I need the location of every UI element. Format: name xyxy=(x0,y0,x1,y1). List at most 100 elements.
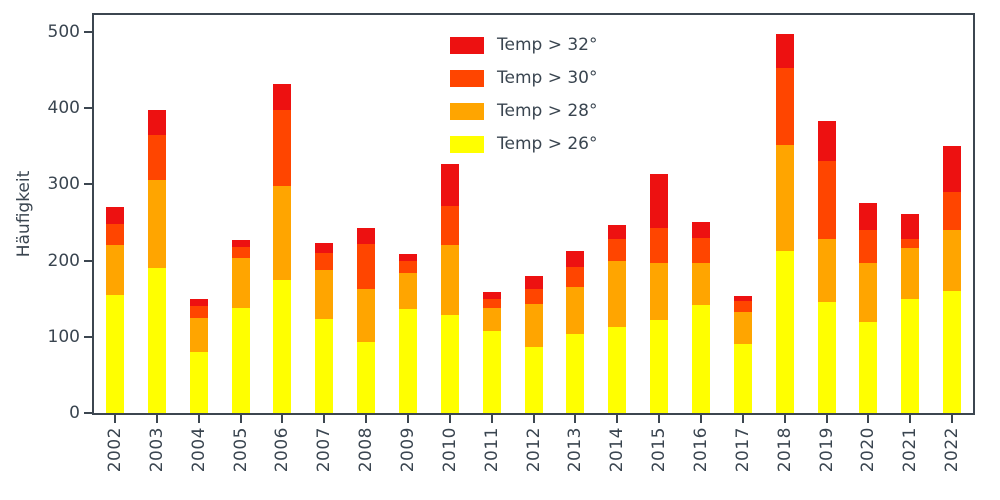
bar-2006 xyxy=(273,83,292,413)
x-tick-label-2008: 2008 xyxy=(356,427,377,473)
x-tick-label-2020: 2020 xyxy=(858,427,879,473)
x-tick-mark xyxy=(699,415,702,423)
bar-segment xyxy=(524,275,543,289)
x-tick-mark xyxy=(616,415,619,423)
legend-label: Temp > 32° xyxy=(497,35,598,55)
y-tick-mark xyxy=(84,107,92,110)
x-tick-label-2017: 2017 xyxy=(732,427,753,473)
bar-segment xyxy=(147,268,166,413)
bar-segment xyxy=(524,346,543,413)
x-tick-mark xyxy=(574,415,577,423)
bar-segment xyxy=(273,185,292,280)
bar-segment xyxy=(566,334,585,413)
bar-2018 xyxy=(775,34,794,413)
bar-segment xyxy=(817,239,836,303)
bar-segment xyxy=(901,247,920,299)
x-tick-mark xyxy=(783,415,786,423)
y-tick-label: 500 xyxy=(47,21,80,42)
y-tick-mark xyxy=(84,412,92,414)
bar-segment xyxy=(315,319,334,413)
bar-2019 xyxy=(817,121,836,413)
bar-2022 xyxy=(943,146,962,413)
bar-segment xyxy=(482,331,501,413)
x-tick-label-2013: 2013 xyxy=(565,427,586,473)
bar-segment xyxy=(650,319,669,413)
x-tick-label-2003: 2003 xyxy=(146,427,167,473)
bar-segment xyxy=(943,291,962,413)
bar-2009 xyxy=(398,254,417,413)
x-tick-mark xyxy=(323,415,326,423)
legend-label: Temp > 28° xyxy=(497,101,598,121)
bar-segment xyxy=(231,307,250,413)
bar-segment xyxy=(943,146,962,192)
bar-segment xyxy=(189,306,208,318)
bar-segment xyxy=(440,245,459,316)
bar-segment xyxy=(482,307,501,332)
bar-segment xyxy=(943,191,962,231)
plot-area: Temp > 32° Temp > 30° Temp > 28° Temp > 26°… xyxy=(48,13,975,472)
bar-segment xyxy=(524,303,543,347)
legend-item: Temp > 28° xyxy=(450,101,598,121)
bar-2020 xyxy=(859,203,878,413)
x-tick-mark xyxy=(909,415,912,423)
x-tick-mark xyxy=(951,415,954,423)
bar-segment xyxy=(817,161,836,240)
bar-segment xyxy=(859,203,878,231)
x-tick-mark xyxy=(658,415,661,423)
bar-segment xyxy=(440,315,459,413)
bar-segment xyxy=(482,291,501,299)
legend-label: Temp > 30° xyxy=(497,68,598,88)
bar-segment xyxy=(608,224,627,240)
bar-segment xyxy=(524,288,543,304)
bar-segment xyxy=(733,295,752,301)
x-tick-label-2009: 2009 xyxy=(397,427,418,473)
bar-segment xyxy=(189,317,208,353)
bar-2004 xyxy=(189,298,208,413)
x-tick-label-2012: 2012 xyxy=(523,427,544,473)
x-tick-mark xyxy=(825,415,828,423)
bar-segment xyxy=(357,288,376,343)
x-tick-mark xyxy=(239,415,242,423)
bar-2013 xyxy=(566,251,585,413)
x-tick-mark xyxy=(113,415,116,423)
bar-2015 xyxy=(650,173,669,413)
bar-segment xyxy=(691,262,710,305)
bar-segment xyxy=(650,262,669,320)
bar-segment xyxy=(440,164,459,206)
bar-segment xyxy=(105,223,124,246)
bar-2002 xyxy=(105,207,124,413)
x-tick-label-2006: 2006 xyxy=(272,427,293,473)
y-tick-mark xyxy=(84,335,92,338)
legend: Temp > 32° Temp > 30° Temp > 28° Temp > 26° xyxy=(442,29,606,160)
bar-segment xyxy=(566,287,585,335)
bar-segment xyxy=(650,173,669,228)
bar-segment xyxy=(315,243,334,253)
x-tick-mark xyxy=(741,415,744,423)
x-tick-mark xyxy=(867,415,870,423)
bar-segment xyxy=(733,311,752,344)
x-tick-mark xyxy=(281,415,284,423)
bar-segment xyxy=(147,134,166,181)
x-tick-label-2007: 2007 xyxy=(314,427,335,473)
bar-segment xyxy=(775,144,794,252)
bar-segment xyxy=(105,207,124,224)
bar-segment xyxy=(357,342,376,413)
legend-item: Temp > 30° xyxy=(450,68,598,88)
bar-segment xyxy=(440,205,459,246)
y-tick-mark xyxy=(84,30,92,33)
bar-segment xyxy=(817,121,836,162)
x-tick-label-2002: 2002 xyxy=(104,427,125,473)
bar-segment xyxy=(775,34,794,69)
x-tick-label-2004: 2004 xyxy=(188,427,209,473)
y-tick-label: 200 xyxy=(47,250,80,271)
bar-segment xyxy=(273,83,292,110)
bar-segment xyxy=(943,230,962,292)
legend-item: Temp > 26° xyxy=(450,134,598,154)
bar-segment xyxy=(147,110,166,135)
bar-segment xyxy=(231,239,250,247)
bar-segment xyxy=(315,252,334,270)
y-axis-title: Häufigkeit xyxy=(14,170,34,258)
y-tick-label: 0 xyxy=(69,403,80,423)
bar-2021 xyxy=(901,214,920,413)
